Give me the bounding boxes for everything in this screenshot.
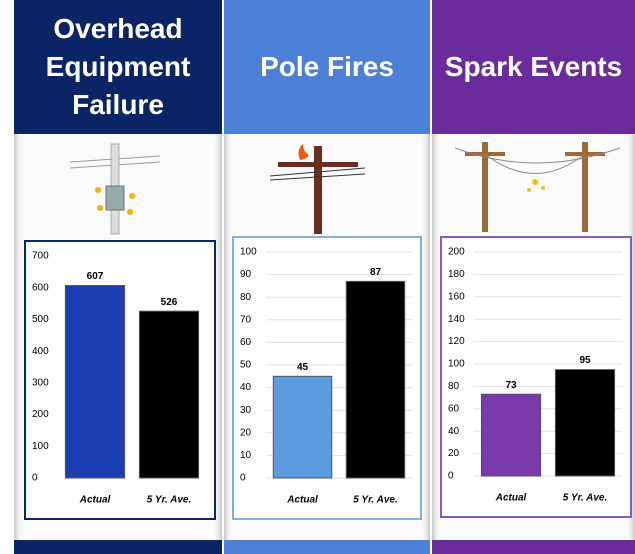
y-tick-label: 100 [32, 441, 49, 452]
y-tick-label: 120 [448, 336, 465, 347]
y-tick-label: 180 [448, 269, 465, 280]
y-tick-label: 0 [240, 473, 246, 484]
chart: 0 100 200 300 400 500 600 700 607 Actual 526 5 Yr. … [24, 240, 216, 520]
y-tick-label: 100 [240, 247, 257, 258]
y-tick-label: 200 [448, 247, 465, 258]
bar [555, 370, 614, 476]
x-tick-label: Actual [495, 493, 527, 504]
y-tick-label: 70 [240, 314, 252, 325]
y-tick-label: 10 [240, 450, 252, 461]
footer-strip [224, 540, 430, 554]
x-tick-label: 5 Yr. Ave. [353, 495, 397, 506]
data-label: 526 [161, 297, 178, 308]
y-tick-label: 100 [448, 359, 465, 370]
data-label: 87 [370, 267, 382, 278]
pole-fire-icon [270, 142, 365, 234]
footer-strip [432, 540, 635, 554]
y-tick-label: 60 [448, 403, 460, 414]
chart-title: Spark Events [432, 0, 635, 134]
x-tick-label: 5 Yr. Ave. [147, 495, 191, 506]
data-label: 45 [297, 362, 309, 373]
x-tick-label: Actual [79, 495, 111, 506]
y-tick-label: 500 [32, 314, 49, 325]
y-tick-label: 40 [448, 426, 460, 437]
x-tick-label: 5 Yr. Ave. [563, 493, 607, 504]
y-tick-label: 400 [32, 346, 49, 357]
y-tick-label: 700 [32, 251, 49, 262]
y-tick-label: 80 [448, 381, 460, 392]
y-tick-label: 20 [448, 448, 460, 459]
y-tick-label: 50 [240, 360, 252, 371]
bar [65, 285, 124, 478]
chart: 0 10 20 30 40 50 60 70 80 90 100 45 Actual 87 5 Yr. Av… [232, 236, 422, 520]
y-tick-label: 80 [240, 292, 252, 303]
bar [481, 394, 540, 476]
x-tick-label: Actual [286, 495, 318, 506]
bar [273, 376, 331, 478]
equipment-icon [70, 140, 160, 235]
data-label: 73 [505, 380, 517, 391]
y-tick-label: 60 [240, 337, 252, 348]
y-tick-label: 200 [32, 409, 49, 420]
y-tick-label: 30 [240, 405, 252, 416]
data-label: 95 [579, 355, 591, 366]
y-tick-label: 40 [240, 382, 252, 393]
bar [346, 281, 404, 478]
chart-title: Overhead Equipment Failure [14, 0, 222, 134]
y-tick-label: 300 [32, 377, 49, 388]
chart: 0 20 40 60 80 100 120 140 160 180 200 73 Actual 95 5 Y… [440, 236, 632, 518]
footer-strip [14, 540, 222, 554]
y-tick-label: 600 [32, 282, 49, 293]
spark-icon [455, 138, 620, 234]
y-tick-label: 0 [32, 473, 38, 484]
page: Overhead Equipment Failure01002003004005… [0, 0, 635, 554]
y-tick-label: 0 [448, 471, 454, 482]
y-tick-label: 20 [240, 427, 252, 438]
bar [139, 311, 198, 478]
y-tick-label: 140 [448, 314, 465, 325]
data-label: 607 [87, 271, 104, 282]
y-tick-label: 160 [448, 291, 465, 302]
chart-title: Pole Fires [224, 0, 430, 134]
y-tick-label: 90 [240, 269, 252, 280]
